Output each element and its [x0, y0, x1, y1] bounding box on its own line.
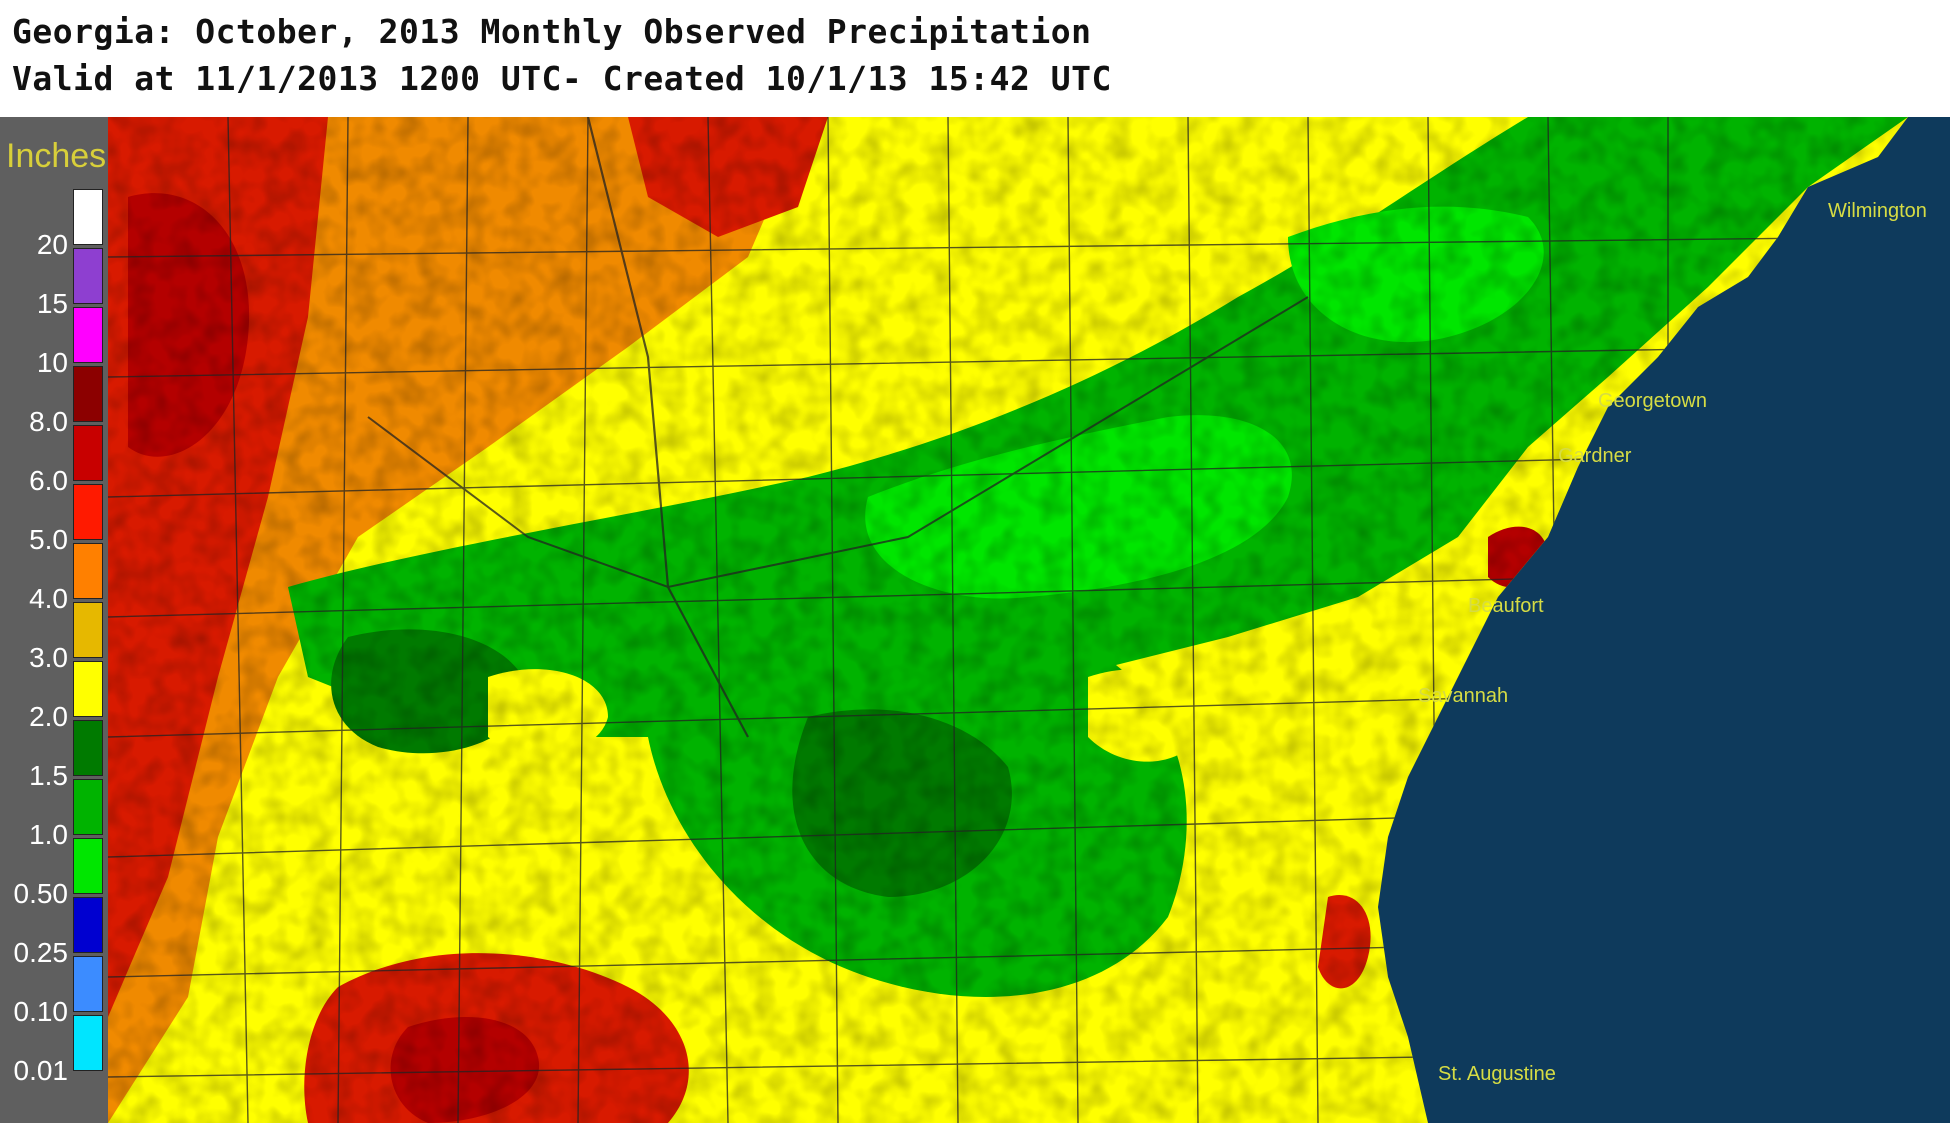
legend-tick-label: 10: [36, 347, 68, 378]
legend-swatch: [73, 1015, 103, 1071]
legend-swatch: [73, 307, 103, 363]
city-label: Beaufort: [1468, 595, 1544, 617]
legend-tick-label: 0.25: [13, 937, 69, 968]
legend-swatch: [73, 897, 103, 953]
legend-swatch: [73, 838, 103, 894]
legend-tick-label: 0.01: [13, 1055, 69, 1086]
legend-swatch: [73, 543, 103, 599]
precipitation-legend: Inches 20 15 10 8.0 6.0 5.0 4.0 3.0 2.0 1.5 1.0 0.5…: [0, 117, 108, 1123]
map-header: Georgia: October, 2013 Monthly Observed …: [12, 8, 1912, 102]
legend-title: Inches: [6, 137, 107, 175]
legend-swatch: [73, 661, 103, 717]
legend-tick-label: 4.0: [29, 583, 68, 614]
legend-swatch: [73, 425, 103, 481]
legend-swatch: [73, 484, 103, 540]
city-label: Savannah: [1418, 685, 1508, 707]
legend-swatch: [73, 720, 103, 776]
legend-tick-label: 5.0: [29, 524, 68, 555]
legend-swatch: [73, 779, 103, 835]
legend-tick-label: 6.0: [29, 465, 68, 496]
map-canvas: Wilmington Georgetown Gardner Beaufort Savan…: [108, 117, 1950, 1123]
legend-tick-label: 0.10: [13, 996, 69, 1027]
city-label: Gardner: [1558, 445, 1632, 467]
map-title: Georgia: October, 2013 Monthly Observed …: [12, 12, 1092, 51]
legend-tick-label: 1.0: [29, 819, 68, 850]
city-label: Georgetown: [1598, 390, 1707, 412]
legend-tick-label: 1.5: [29, 760, 68, 791]
legend-swatch: [73, 366, 103, 422]
legend-tick-label: 0.50: [13, 878, 69, 909]
precipitation-map: Wilmington Georgetown Gardner Beaufort Savan…: [108, 117, 1950, 1123]
legend-tick-label: 20: [36, 229, 68, 260]
legend-swatch: [73, 956, 103, 1012]
city-labels: Wilmington Georgetown Gardner Beaufort Savan…: [1418, 200, 1927, 1085]
legend-tick-label: 2.0: [29, 701, 68, 732]
legend-swatch: [73, 248, 103, 304]
map-subtitle: Valid at 11/1/2013 1200 UTC- Created 10/…: [12, 59, 1112, 98]
city-label: St. Augustine: [1438, 1063, 1556, 1085]
legend-swatch: [73, 189, 103, 245]
legend-tick-label: 15: [36, 288, 68, 319]
legend-tick-label: 8.0: [29, 406, 68, 437]
city-label: Wilmington: [1828, 200, 1927, 222]
legend-tick-label: 3.0: [29, 642, 68, 673]
legend-swatch: [73, 602, 103, 658]
